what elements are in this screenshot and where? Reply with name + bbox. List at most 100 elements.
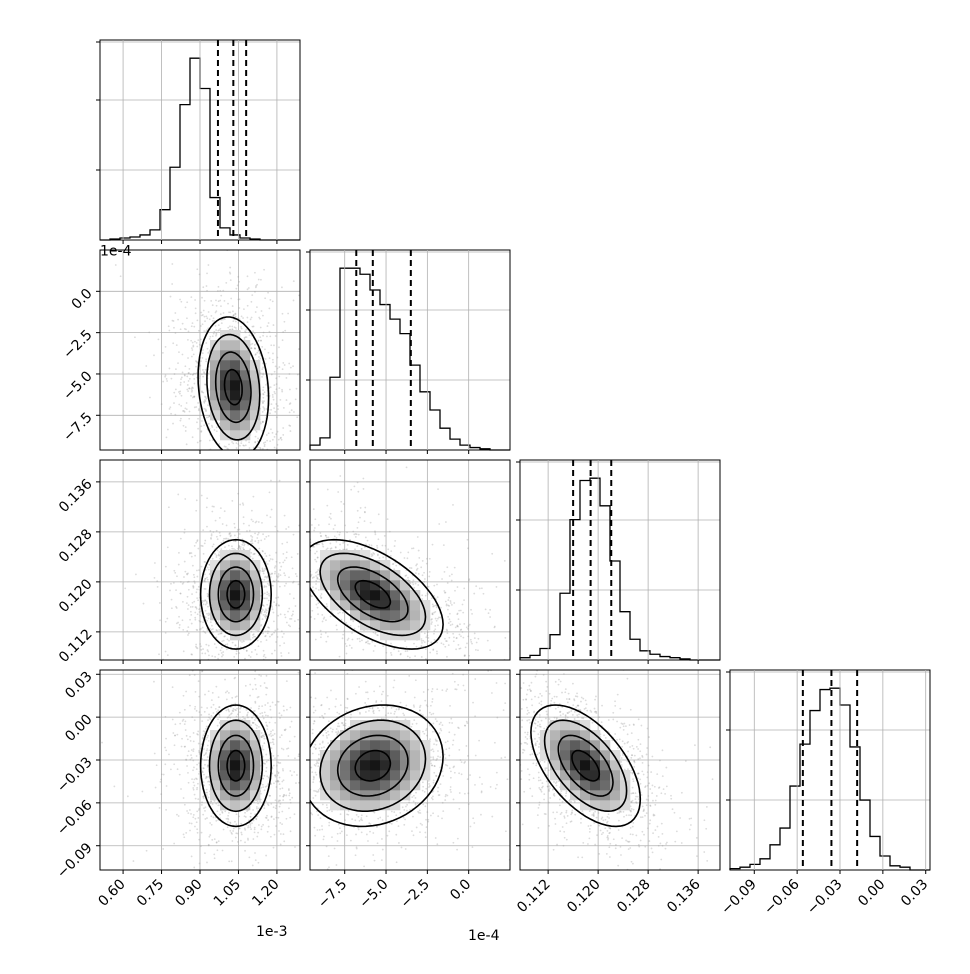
sample-point <box>298 705 300 707</box>
sample-point <box>315 583 317 585</box>
sample-point <box>249 530 251 532</box>
sample-point <box>213 333 215 335</box>
sample-point <box>220 632 222 634</box>
sample-point <box>203 310 205 312</box>
sample-point <box>186 376 188 378</box>
sample-point <box>235 316 237 318</box>
sample-point <box>217 549 219 551</box>
sample-point <box>450 600 452 602</box>
sample-point <box>274 393 276 395</box>
sample-point <box>262 618 264 620</box>
sample-point <box>203 603 205 605</box>
sample-point <box>176 622 178 624</box>
sample-point <box>235 321 237 323</box>
sample-point <box>226 448 228 450</box>
sample-point <box>252 330 254 332</box>
sample-point <box>277 577 279 579</box>
sample-point <box>265 631 267 633</box>
sample-point <box>446 603 448 605</box>
sample-point <box>203 424 205 426</box>
sample-point <box>206 290 208 292</box>
sample-point <box>260 641 262 643</box>
sample-point <box>204 599 206 601</box>
sample-point <box>275 625 277 627</box>
sample-point <box>274 436 276 438</box>
sample-point <box>360 507 362 509</box>
sample-point <box>237 548 239 550</box>
sample-point <box>192 436 194 438</box>
sample-point <box>187 357 189 359</box>
sample-point <box>443 590 445 592</box>
sample-point <box>276 383 278 385</box>
sample-point <box>189 378 191 380</box>
sample-point <box>306 562 308 564</box>
sample-point <box>272 396 274 398</box>
sample-point <box>244 658 246 660</box>
sample-point <box>157 586 159 588</box>
sample-point <box>281 734 283 736</box>
sample-point <box>211 469 213 471</box>
sample-point <box>277 368 279 370</box>
sample-point <box>236 447 238 449</box>
sample-point <box>196 570 198 572</box>
sample-point <box>470 639 472 641</box>
sample-point <box>267 632 269 634</box>
sample-point <box>256 537 258 539</box>
sample-point <box>320 636 322 638</box>
sample-point <box>377 538 379 540</box>
sample-point <box>314 389 316 391</box>
sample-point <box>228 311 230 313</box>
sample-point <box>185 720 187 722</box>
sample-point <box>214 656 216 658</box>
sample-point <box>166 476 168 478</box>
sample-point <box>276 416 278 418</box>
sample-point <box>211 655 213 657</box>
sample-point <box>170 413 172 415</box>
sample-point <box>219 682 221 684</box>
sample-point <box>379 557 381 559</box>
sample-point <box>303 550 305 552</box>
sample-point <box>274 371 276 373</box>
sample-point <box>521 634 523 636</box>
sample-point <box>382 698 384 700</box>
sample-point <box>452 623 454 625</box>
sample-point <box>307 568 309 570</box>
sample-point <box>425 648 427 650</box>
sample-point <box>269 357 271 359</box>
sample-point <box>374 645 376 647</box>
sample-point <box>166 378 168 380</box>
density-cell <box>220 420 230 430</box>
sample-point <box>417 568 419 570</box>
y-tick-label: 0.120 <box>56 576 96 616</box>
sample-point <box>280 574 282 576</box>
sample-point <box>459 623 461 625</box>
sample-point <box>201 545 203 547</box>
sample-point <box>334 524 336 526</box>
sample-point <box>263 597 265 599</box>
sample-point <box>177 319 179 321</box>
sample-point <box>224 652 226 654</box>
sample-point <box>162 381 164 383</box>
sample-point <box>281 655 283 657</box>
sample-point <box>359 640 361 642</box>
sample-point <box>269 331 271 333</box>
sample-point <box>159 602 161 604</box>
sample-point <box>339 544 341 546</box>
sample-point <box>201 652 203 654</box>
sample-point <box>520 668 522 670</box>
sample-point <box>249 462 251 464</box>
sample-point <box>453 636 455 638</box>
sample-point <box>357 482 359 484</box>
sample-point <box>202 738 204 740</box>
sample-point <box>207 593 209 595</box>
sample-point <box>207 705 209 707</box>
sample-point <box>382 556 384 558</box>
sample-point <box>270 516 272 518</box>
sample-point <box>367 643 369 645</box>
sample-point <box>436 620 438 622</box>
sample-point <box>196 591 198 593</box>
sample-point <box>274 447 276 449</box>
sample-point <box>191 455 193 457</box>
sample-point <box>233 479 235 481</box>
sample-point <box>273 806 275 808</box>
